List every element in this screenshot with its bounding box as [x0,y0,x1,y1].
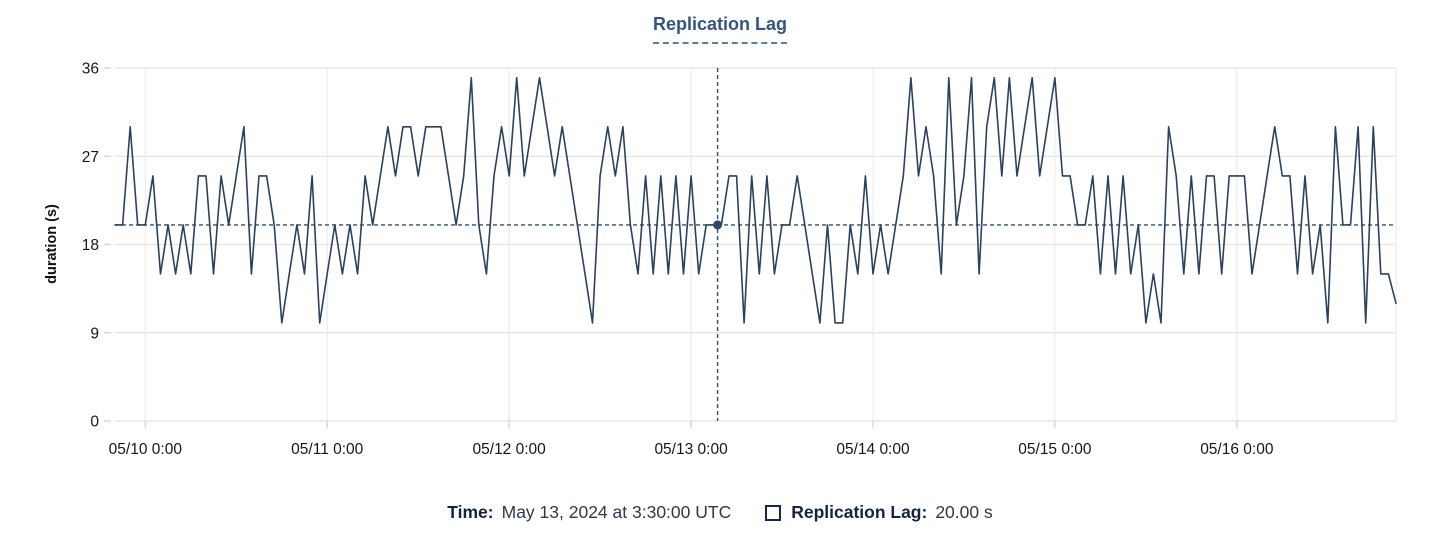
chart-plot-area[interactable]: 0 9 18 27 36 05/10 0:00 05/11 0:00 05/12 0:00 05… [0,0,1440,470]
crosshair-dot [713,220,723,230]
y-tick-label: 18 [82,237,99,254]
series-line-replication-lag[interactable] [114,77,1397,324]
x-tick-label: 05/14 0:00 [836,441,910,458]
y-tick-label: 0 [90,414,99,431]
x-tick-label: 05/12 0:00 [473,441,547,458]
chart-header: Replication Lag [0,14,1440,44]
tooltip-readout: Time: May 13, 2024 at 3:30:00 UTC Replic… [0,502,1440,523]
tooltip-series-value: 20.00 s [935,502,993,522]
tooltip-time-group: Time: May 13, 2024 at 3:30:00 UTC [447,502,731,523]
x-tick-label: 05/15 0:00 [1018,441,1092,458]
tooltip-series-group: Replication Lag: 20.00 s [765,502,993,523]
tooltip-time-label: Time: [447,502,494,522]
series-swatch-icon [765,504,782,521]
x-tick-label: 05/16 0:00 [1200,441,1274,458]
x-tick-label: 05/10 0:00 [109,441,183,458]
tooltip-series-label: Replication Lag: [791,502,928,522]
y-tick-label: 27 [82,149,99,166]
x-tick-label: 05/11 0:00 [291,441,363,458]
chart-title-legend-toggle[interactable]: Replication Lag [652,14,787,44]
y-tick-label: 9 [90,325,99,342]
tooltip-time-value: May 13, 2024 at 3:30:00 UTC [501,502,732,522]
x-tick-label: 05/13 0:00 [654,441,728,458]
y-tick-label: 36 [82,61,99,78]
